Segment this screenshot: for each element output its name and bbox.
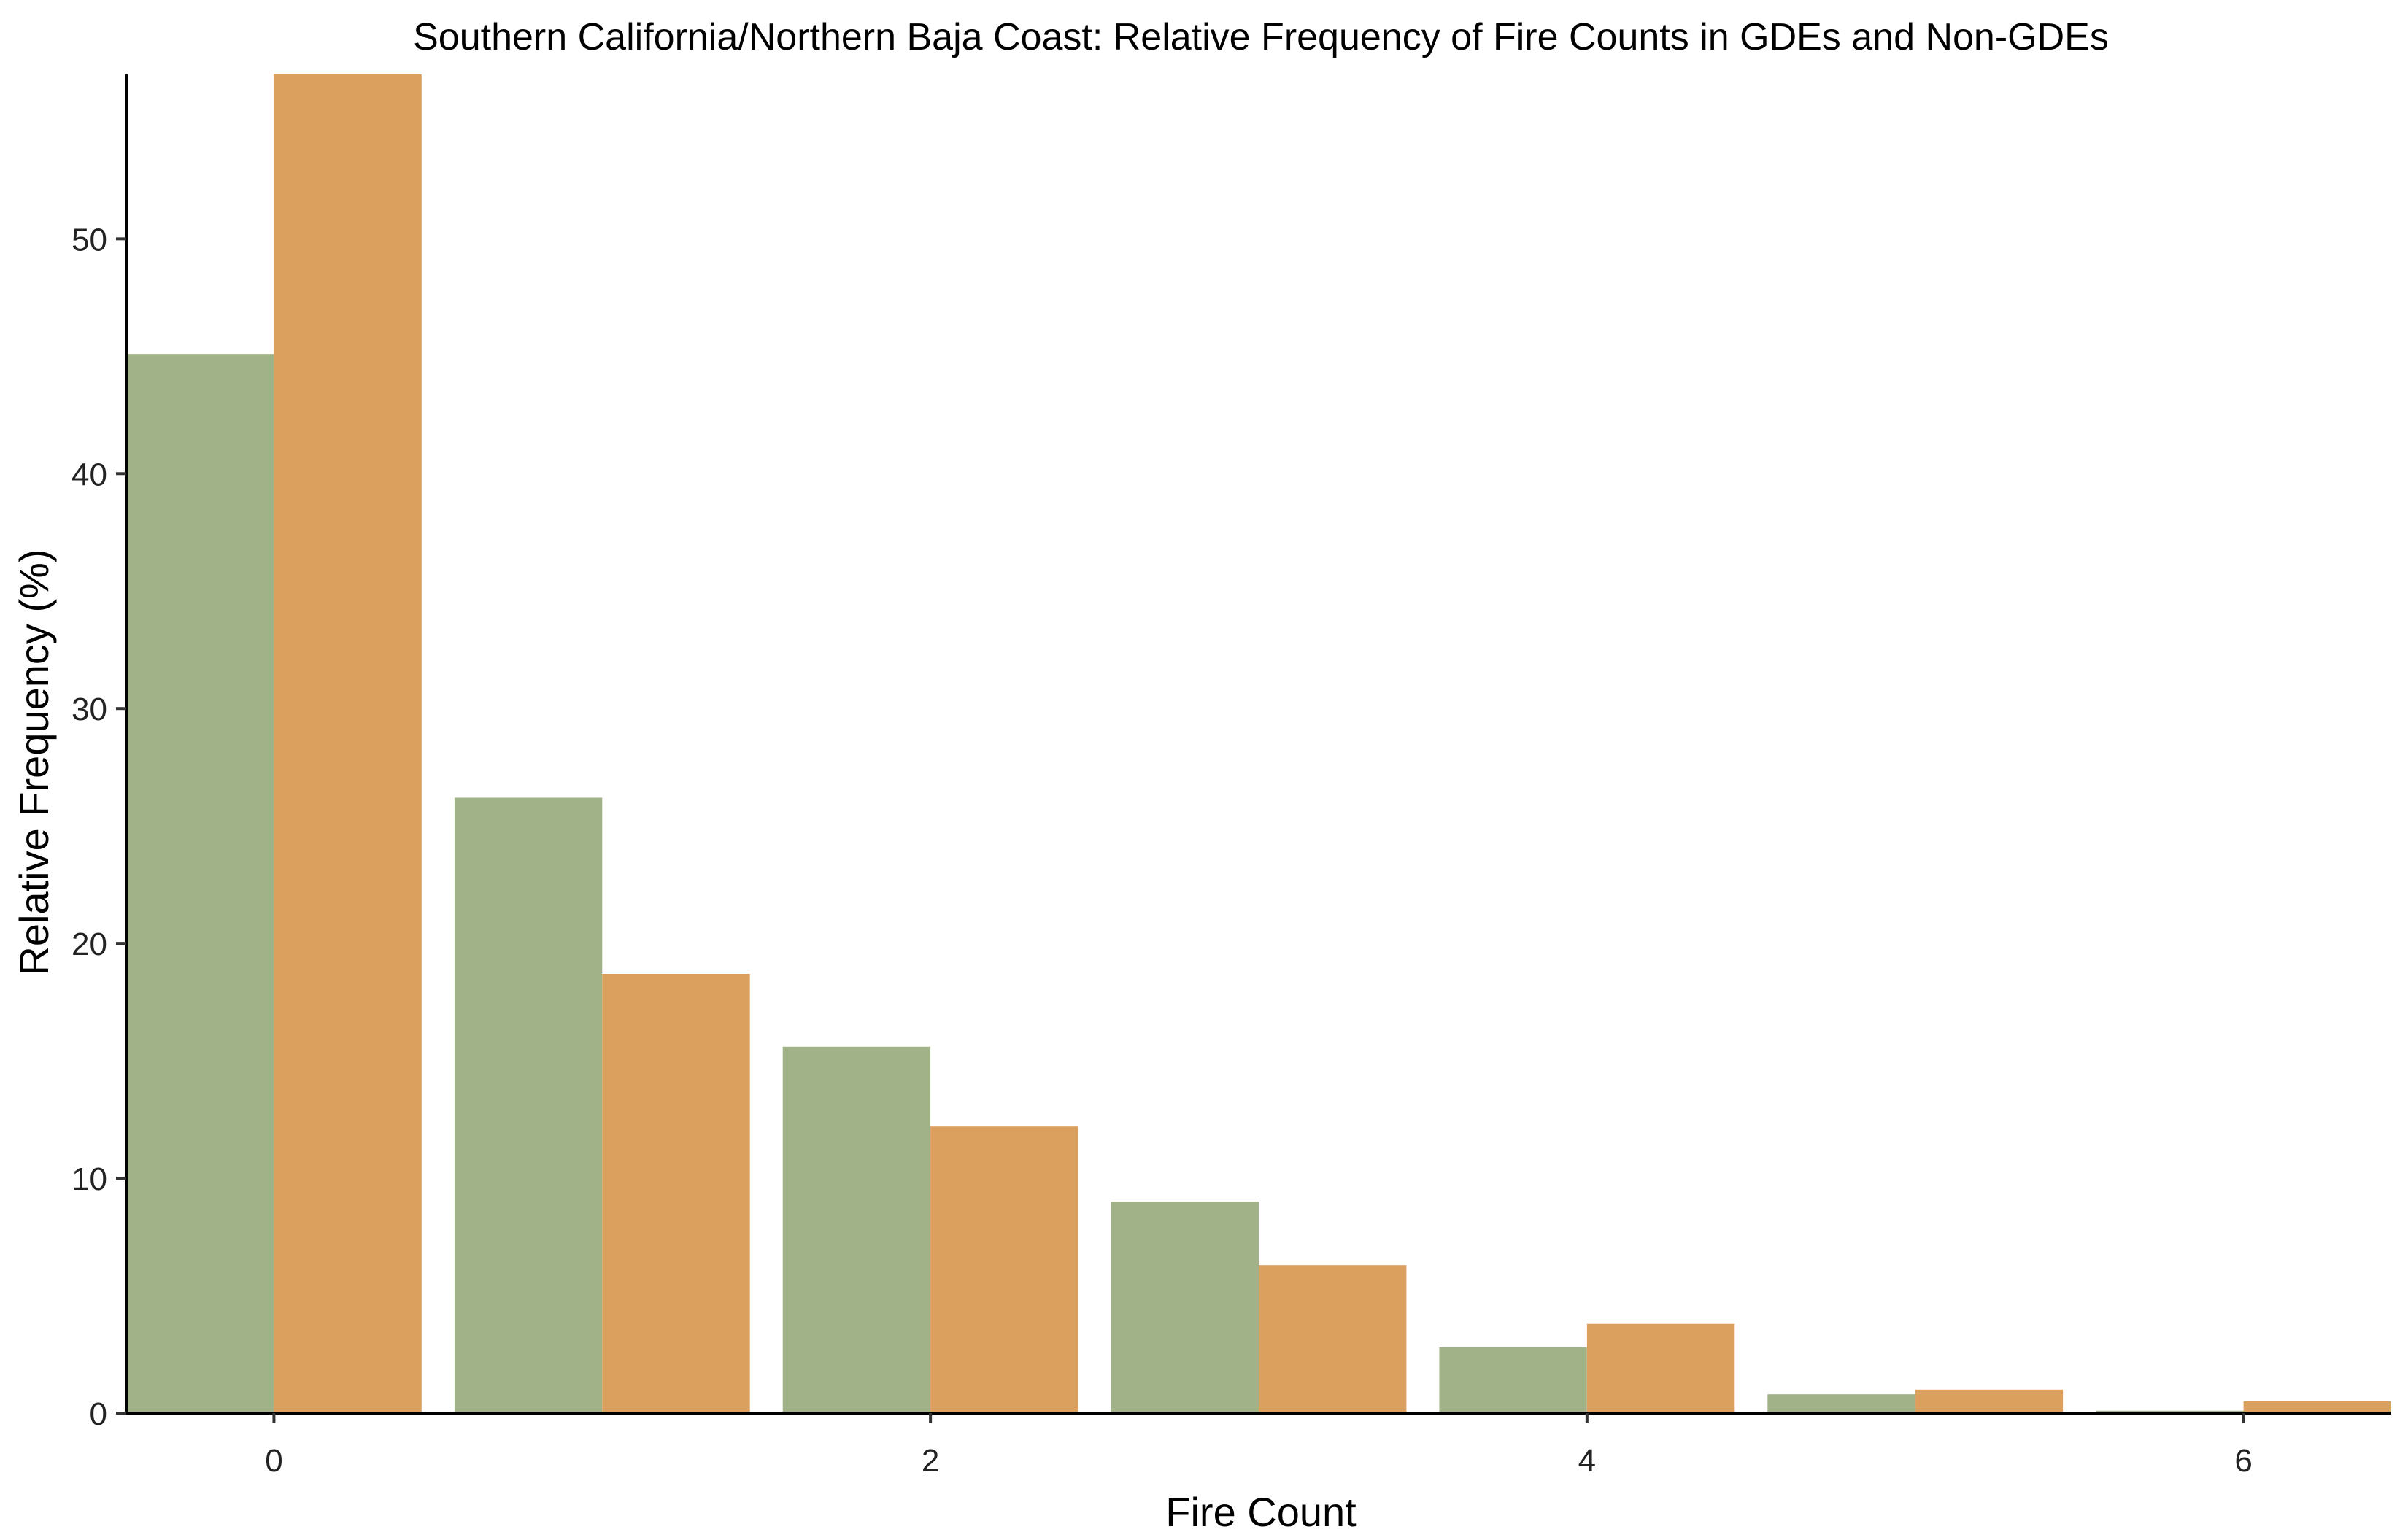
y-tick-label-0: 0 xyxy=(90,1396,107,1432)
bar-non-gde-6 xyxy=(2243,1401,2391,1413)
bar-gde-5 xyxy=(1767,1394,1915,1413)
bar-gde-2 xyxy=(782,1046,931,1413)
chart-title: Southern California/Northern Baja Coast:… xyxy=(413,16,2109,58)
y-tick-label-20: 20 xyxy=(72,926,107,962)
x-tick-label-6: 6 xyxy=(2234,1443,2252,1479)
y-axis-label: Relative Frequency (%) xyxy=(11,549,57,975)
x-tick-label-2: 2 xyxy=(922,1443,939,1479)
bar-non-gde-2 xyxy=(930,1126,1078,1413)
bar-gde-0 xyxy=(126,354,274,1414)
y-tick-label-50: 50 xyxy=(72,222,107,258)
y-tick-label-10: 10 xyxy=(72,1161,107,1197)
bar-gde-1 xyxy=(454,797,603,1413)
x-tick-label-4: 4 xyxy=(1578,1443,1596,1479)
x-axis-label: Fire Count xyxy=(1165,1489,1357,1532)
bar-gde-3 xyxy=(1111,1202,1259,1413)
y-axis-ticks: 0 10 20 30 40 50 xyxy=(72,222,126,1432)
bar-non-gde-3 xyxy=(1259,1265,1407,1413)
bars-group xyxy=(126,74,2391,1414)
bar-non-gde-4 xyxy=(1586,1323,1735,1413)
y-tick-label-30: 30 xyxy=(72,692,107,727)
bar-gde-4 xyxy=(1439,1347,1587,1413)
bar-non-gde-5 xyxy=(1915,1389,2064,1413)
bar-non-gde-0 xyxy=(274,74,422,1413)
x-axis-ticks: 0 2 4 6 xyxy=(265,1413,2253,1479)
x-tick-label-0: 0 xyxy=(265,1443,282,1479)
bar-non-gde-1 xyxy=(602,974,750,1413)
y-tick-label-40: 40 xyxy=(72,457,107,492)
